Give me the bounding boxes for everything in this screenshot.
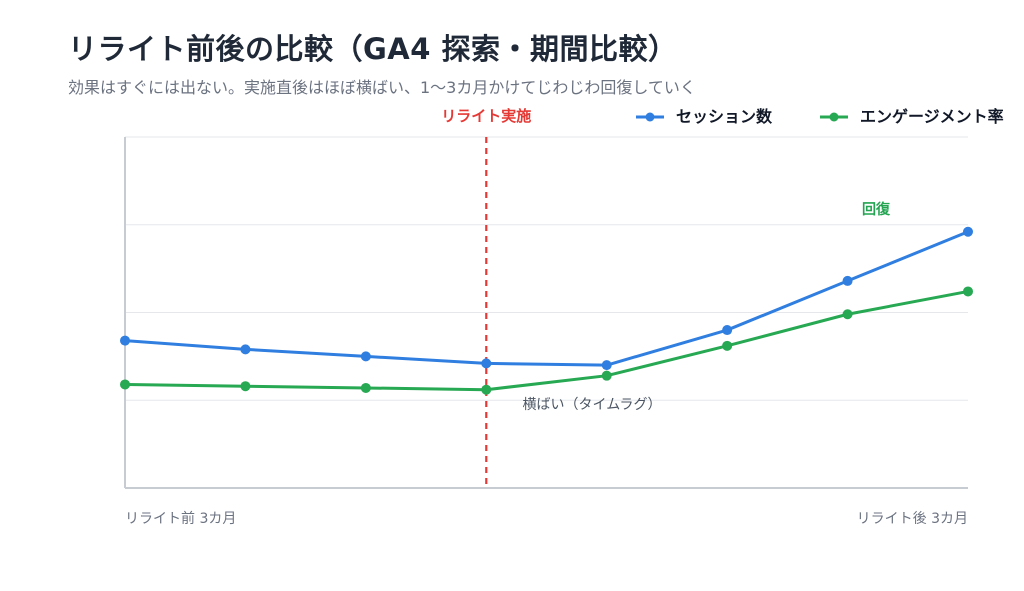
data-point-0-3	[481, 358, 492, 369]
legend: セッション数 エンゲージメント率	[636, 107, 1004, 126]
data-point-1-4	[601, 370, 612, 381]
data-point-1-5	[722, 340, 733, 351]
chart-title: リライト前後の比較（GA4 探索・期間比較）	[68, 32, 678, 66]
legend-marker-engagement	[829, 112, 839, 122]
x-tick-label-end: リライト後 3カ月	[857, 511, 968, 527]
legend-label-engagement: エンゲージメント率	[860, 107, 1004, 126]
data-point-0-5	[722, 325, 733, 336]
data-point-0-0	[120, 335, 130, 346]
legend-item-engagement: エンゲージメント率	[820, 107, 1004, 126]
legend-label-sessions: セッション数	[676, 107, 773, 126]
recover-annotation: 回復	[862, 201, 891, 218]
series-layer	[120, 226, 973, 395]
legend-item-sessions: セッション数	[636, 107, 773, 126]
data-point-0-7	[963, 226, 973, 237]
data-point-1-1	[240, 381, 251, 392]
data-point-1-3	[481, 384, 492, 395]
legend-marker-sessions	[645, 112, 655, 122]
data-point-1-7	[963, 286, 973, 297]
data-point-0-1	[240, 344, 251, 355]
grid-lines	[125, 136, 968, 401]
rewrite-marker-label: リライト実施	[441, 107, 531, 125]
x-tick-label-start: リライト前 3カ月	[125, 510, 236, 527]
data-point-1-6	[842, 309, 853, 320]
data-point-1-2	[360, 382, 371, 393]
data-point-1-0	[120, 379, 130, 390]
series-line-1	[124, 289, 969, 392]
data-point-0-6	[842, 275, 853, 286]
data-point-0-2	[360, 351, 371, 362]
data-point-0-4	[601, 360, 612, 371]
series-line-0	[124, 230, 969, 367]
lag-annotation: 横ばい（タイムラグ）	[522, 397, 661, 413]
chart-subtitle: 効果はすぐには出ない。実施直後はほぼ横ばい、1〜3カ月かけてじわじわ回復していく	[68, 78, 696, 97]
